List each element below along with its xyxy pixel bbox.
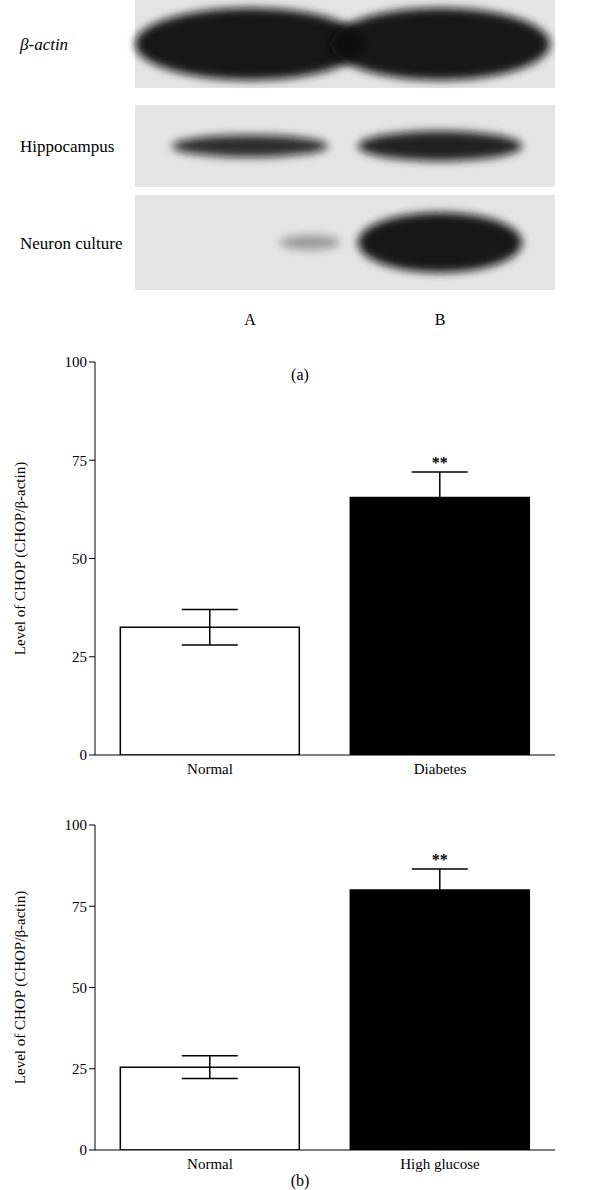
svg-text:A: A	[244, 311, 256, 328]
svg-text:Hippocampus: Hippocampus	[20, 137, 114, 156]
svg-text:**: **	[432, 851, 448, 868]
svg-text:Neuron culture: Neuron culture	[20, 234, 122, 253]
svg-text:50: 50	[72, 980, 87, 996]
svg-text:Normal: Normal	[187, 1156, 233, 1172]
svg-text:25: 25	[72, 1061, 87, 1077]
svg-text:Diabetes: Diabetes	[414, 761, 467, 777]
svg-text:**: **	[432, 454, 448, 471]
html-text:(b): (b)	[290, 1172, 310, 1189]
svg-text:25: 25	[72, 649, 87, 665]
svg-text:50: 50	[72, 551, 87, 567]
svg-text:β-actin: β-actin	[19, 35, 68, 54]
svg-text:0: 0	[80, 1142, 88, 1158]
svg-text:Normal: Normal	[187, 761, 233, 777]
svg-text:Level of CHOP (CHOP/β-actin): Level of CHOP (CHOP/β-actin)	[12, 891, 29, 1084]
svg-text:75: 75	[72, 899, 87, 915]
svg-text:High glucose: High glucose	[400, 1156, 480, 1172]
svg-text:(a): (a)	[291, 366, 309, 384]
svg-text:100: 100	[65, 354, 88, 370]
svg-text:100: 100	[65, 817, 88, 833]
svg-text:Level of CHOP (CHOP/β-actin): Level of CHOP (CHOP/β-actin)	[12, 462, 29, 655]
svg-text:0: 0	[80, 747, 88, 763]
svg-text:75: 75	[72, 453, 87, 469]
svg-text:B: B	[435, 311, 446, 328]
